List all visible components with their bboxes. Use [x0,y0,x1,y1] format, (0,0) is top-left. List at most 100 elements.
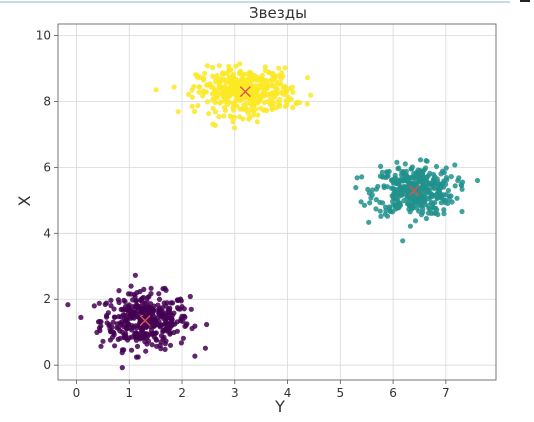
scatter-point [277,96,283,103]
scatter-point [161,313,167,320]
scatter-point [162,346,168,352]
scatter-point [203,89,209,95]
scatter-point [258,84,264,90]
scatter-point [419,187,425,193]
scatter-point [228,67,234,73]
scatter-point [98,323,104,329]
scatter-point [210,84,216,90]
scatter-point [395,181,401,187]
scatter-point [132,303,138,310]
y-axis-label: X [15,195,34,206]
x-tick-label: 4 [284,386,292,400]
scatter-point [202,70,208,76]
scatter-point [133,354,140,360]
scatter-point [257,105,263,111]
scatter-point [432,199,438,206]
scatter-point [231,125,238,131]
scatter-point [195,103,201,109]
scatter-point [245,110,251,116]
scatter-point [230,119,236,125]
scatter-point [189,94,195,100]
scatter-point [95,319,102,325]
scatter-point [375,183,381,190]
scatter-point [237,61,243,67]
scatter-point [243,105,249,111]
scatter-point [261,93,267,99]
scatter-point [441,207,447,213]
scatter-point [153,330,159,336]
scatter-point [219,87,225,93]
scatter-point [107,326,113,332]
scatter-point [202,345,208,351]
scatter-point [165,306,171,312]
scatter-point [282,65,288,71]
scatter-point [382,211,388,217]
scatter-point [430,193,436,199]
scatter-point [171,84,177,90]
scatter-point [264,108,270,114]
scatter-point [212,109,219,115]
scatter-point [353,185,359,191]
scatter-point [409,164,415,170]
scatter-point [369,187,375,193]
scatter-point [162,318,168,324]
scatter-point [438,200,444,206]
y-tick-label: 10 [36,29,51,43]
scatter-point [201,75,207,81]
scatter-point [232,102,238,108]
scatter-point [183,322,189,328]
scatter-point [289,84,295,90]
scatter-point [418,212,425,218]
scatter-point [433,210,439,216]
scatter-point [408,175,414,181]
scatter-point [415,199,421,205]
scatter-point [409,203,415,210]
scatter-point [426,196,432,202]
scatter-point [412,218,419,224]
scatter-point [140,333,146,339]
scatter-point [388,185,395,191]
scatter-point [158,309,164,315]
scatter-point [167,342,174,348]
scatter-point [132,272,138,278]
scatter-point [358,199,364,205]
scatter-point [269,77,275,83]
scatter-point [427,170,433,176]
y-tick-label: 8 [43,94,51,108]
x-tick-label: 0 [73,386,81,400]
header-marker [520,0,530,2]
scatter-point [361,202,368,208]
scatter-point [224,70,230,76]
scatter-point [65,302,71,308]
scatter-point [191,108,198,115]
scatter-point [189,87,195,93]
scatter-point [222,107,228,113]
y-tick-label: 2 [43,292,51,306]
scatter-point [145,338,152,344]
scatter-point [126,314,132,320]
scatter-point [214,73,220,79]
scatter-point [259,77,266,83]
scatter-point [443,165,449,171]
scatter-point [131,291,137,298]
scatter-point [227,113,233,119]
scatter-point [255,92,261,98]
scatter-point [354,175,360,181]
scatter-point [416,178,422,184]
scatter-point [167,315,173,321]
scatter-point [119,365,125,371]
scatter-point [284,102,290,108]
scatter-point [433,163,440,170]
scatter-point [219,71,226,77]
scatter-point [142,311,148,317]
scatter-point [239,96,245,102]
scatter-point [162,341,168,347]
scatter-point [384,184,390,190]
scatter-point [253,106,259,112]
centroid-x-marker [139,315,151,327]
scatter-point [233,63,239,69]
scatter-point [143,348,149,354]
scatter-point [165,323,171,329]
scatter-point [290,89,296,95]
